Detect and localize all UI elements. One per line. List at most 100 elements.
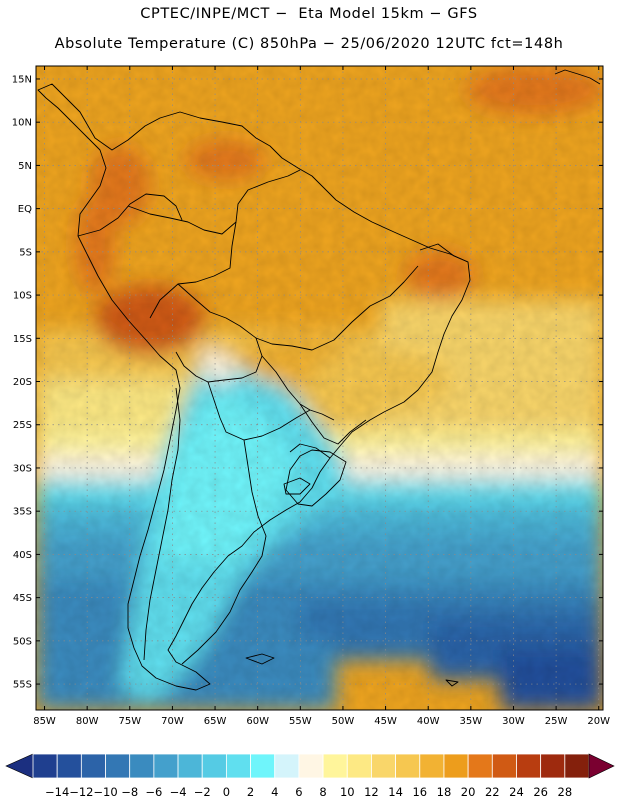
lon-label: 65W (204, 716, 227, 727)
legend-color-box (201, 753, 227, 779)
lat-label: 15N (12, 74, 32, 85)
legend-color-box (250, 753, 276, 779)
legend-label: −12 (69, 785, 93, 799)
legend-label: 10 (340, 785, 355, 799)
legend-label: 26 (533, 785, 548, 799)
latitude-axis: 15N 10N 5N EQ 5S 10S 15S 20S 25S 30S 35S 40S 45S 50S 5… (12, 74, 32, 690)
legend-label: −8 (121, 785, 138, 799)
legend-label: 6 (295, 785, 302, 799)
legend-label: 28 (558, 785, 573, 799)
lat-label: 10N (12, 118, 32, 129)
map-title-line-2: Absolute Temperature (C) 850hPa − 25/06/… (54, 36, 564, 52)
graticule (36, 66, 603, 710)
coastline (419, 243, 469, 263)
lon-label: 20W (587, 716, 610, 727)
lat-label: 10S (13, 291, 32, 302)
lat-label: 25S (13, 420, 32, 431)
legend-label: 16 (412, 785, 427, 799)
lat-label: 30S (13, 463, 32, 474)
legend-color-box (153, 753, 179, 779)
legend-color-box (322, 753, 348, 779)
country-border (143, 387, 181, 661)
lon-label: 70W (161, 716, 184, 727)
lat-label: 35S (13, 507, 32, 518)
country-border (245, 653, 275, 665)
lon-label: 85W (33, 716, 56, 727)
lat-label: 55S (13, 680, 32, 691)
legend-color-box (395, 753, 421, 779)
coastlines-and-borders (37, 69, 601, 691)
legend-overflow-arrow (588, 753, 615, 779)
longitude-axis: 85W 80W 75W 70W 65W 60W 55W 50W 45W 40W 35W 30W 25W 2… (33, 716, 610, 727)
legend-label: 2 (247, 785, 254, 799)
lat-label: 40S (13, 550, 32, 561)
legend-label: 4 (271, 785, 278, 799)
country-border (299, 403, 367, 445)
legend-color-box (516, 753, 542, 779)
temperature-field (36, 66, 603, 710)
legend-color-box (540, 753, 566, 779)
legend-color-box (371, 753, 397, 779)
country-border (175, 283, 263, 383)
legend-color-box (129, 753, 155, 779)
legend-color-box (274, 753, 300, 779)
legend-label: −6 (145, 785, 162, 799)
lat-label: 45S (13, 593, 32, 604)
legend-color-box (419, 753, 445, 779)
country-border (283, 477, 311, 495)
legend-label: −10 (93, 785, 117, 799)
map-title-line-1: CPTEC/INPE/MCT − Eta Model 15km − GFS (140, 6, 478, 22)
lon-label: 25W (545, 716, 568, 727)
lat-label: 20S (13, 377, 32, 388)
legend-label: −4 (170, 785, 187, 799)
lat-label: 50S (13, 636, 32, 647)
legend-label: 12 (364, 785, 379, 799)
country-border (289, 443, 331, 459)
lon-label: 60W (246, 716, 269, 727)
legend-color-box (56, 753, 82, 779)
legend-label: 24 (509, 785, 524, 799)
legend-label: −14 (45, 785, 69, 799)
legend-color-box (298, 753, 324, 779)
legend-color-box (32, 753, 58, 779)
country-border (149, 221, 237, 319)
legend-color-box (564, 753, 590, 779)
lon-label: 40W (417, 716, 440, 727)
map-frame (35, 65, 604, 711)
lon-label: 50W (332, 716, 355, 727)
country-border (255, 265, 419, 351)
axis-ticks (36, 66, 603, 710)
lon-label: 75W (118, 716, 141, 727)
legend-color-box (346, 753, 372, 779)
lon-label: 35W (460, 716, 483, 727)
lon-label: 45W (374, 716, 397, 727)
legend-label: 8 (319, 785, 326, 799)
legend-color-box (105, 753, 131, 779)
country-border (445, 679, 459, 687)
legend-color-box (467, 753, 493, 779)
legend-label: −2 (194, 785, 211, 799)
legend-label: 20 (461, 785, 476, 799)
country-border (285, 449, 347, 507)
legend-color-box (225, 753, 251, 779)
country-border (181, 439, 267, 665)
lat-label: 5S (19, 247, 32, 258)
legend-underflow-arrow (5, 753, 34, 779)
legend-color-box (443, 753, 469, 779)
legend-label: 22 (485, 785, 500, 799)
country-border (77, 193, 183, 237)
lat-label: EQ (18, 204, 32, 215)
lon-label: 80W (76, 716, 99, 727)
lon-label: 30W (502, 716, 525, 727)
lat-label: 5N (18, 161, 32, 172)
legend-color-box (80, 753, 106, 779)
legend-color-box (177, 753, 203, 779)
coastline (554, 69, 601, 85)
legend-label: 18 (437, 785, 452, 799)
country-border (127, 169, 301, 235)
legend-label: 14 (388, 785, 403, 799)
legend-color-box (491, 753, 517, 779)
legend-label: 0 (223, 785, 230, 799)
